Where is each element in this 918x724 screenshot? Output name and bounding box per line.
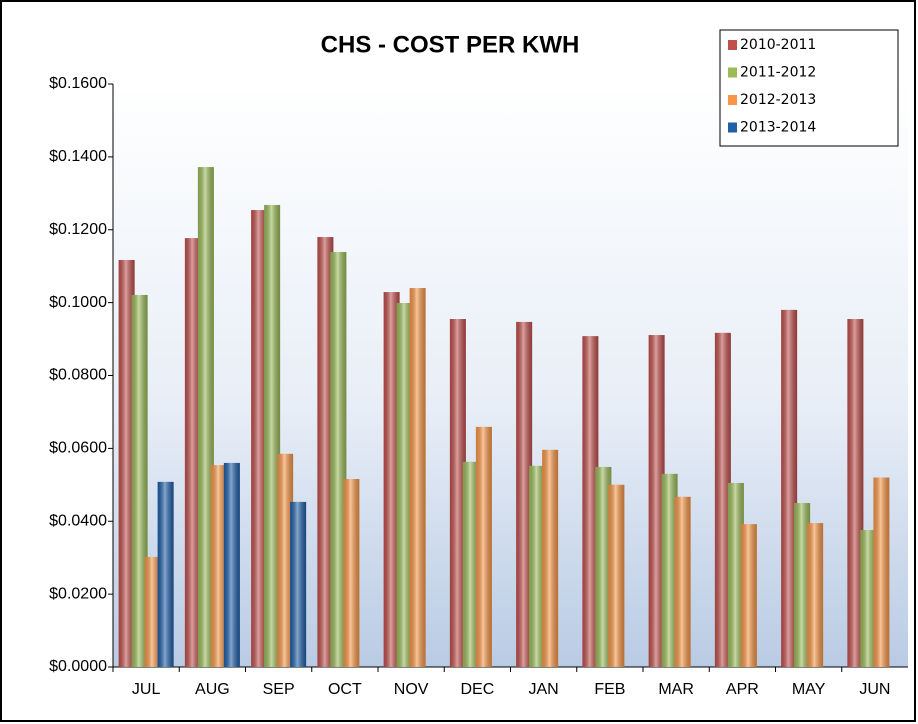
bar-shine [847, 319, 864, 667]
plot-area [113, 84, 908, 667]
legend-box [719, 29, 899, 147]
bar-shine [529, 465, 546, 667]
bar-shine [475, 426, 492, 667]
legend-swatch [728, 67, 737, 78]
legend-label: 2012-2013 [740, 92, 816, 108]
bar-shine [131, 294, 148, 667]
bar-shine [343, 478, 360, 667]
y-tick-label: $0.1000 [49, 294, 107, 311]
legend-label: 2013-2014 [740, 120, 816, 136]
bar-shine [860, 529, 877, 667]
legend-label: 2011-2012 [740, 65, 816, 81]
bar-shine [277, 453, 294, 667]
bar-shine [714, 332, 731, 667]
bar-shine [674, 496, 691, 667]
bar-shine [396, 302, 413, 667]
x-tick-label: JUL [132, 681, 161, 698]
bar-shine [582, 336, 599, 667]
bar-shine [144, 556, 161, 667]
legend-swatch [728, 122, 737, 133]
bar-shine [383, 292, 400, 667]
bar-shine [873, 477, 890, 667]
bar-shine [595, 466, 612, 667]
bar-shine [184, 238, 201, 668]
bar-shine [740, 524, 757, 667]
x-tick-label: FEB [594, 681, 625, 698]
bar-shine [223, 462, 240, 667]
bar-shine [264, 204, 281, 667]
x-tick-label: AUG [195, 681, 230, 698]
y-tick-label: $0.0800 [49, 367, 107, 384]
y-tick-label: $0.0200 [49, 585, 107, 602]
x-tick-label: NOV [394, 681, 429, 698]
y-tick-label: $0.0000 [49, 658, 107, 675]
bar-shine [661, 473, 678, 667]
bar-shine [542, 449, 559, 667]
chart-title: CHS - COST PER KWH [321, 31, 580, 58]
bar-shine [807, 523, 824, 667]
legend-swatch [728, 40, 737, 50]
bar-shine [330, 251, 347, 667]
bar-shine [648, 335, 665, 667]
bar-shine [317, 237, 334, 667]
bar-shine [290, 501, 307, 667]
legend-label: 2010-2011 [740, 37, 816, 53]
bar-shine [157, 481, 174, 667]
bar-shine [462, 461, 479, 667]
bar-shine [251, 210, 268, 668]
bar-shine [210, 465, 227, 667]
bar-shine [727, 482, 744, 667]
bar-shine [516, 321, 533, 667]
legend-swatch [728, 95, 737, 105]
bar-shine [794, 503, 811, 667]
bar-shine [197, 167, 214, 667]
bar-shine [118, 259, 135, 667]
x-tick-label: JUN [859, 681, 890, 698]
x-tick-label: SEP [263, 681, 295, 698]
y-tick-label: $0.1200 [49, 221, 107, 238]
y-tick-label: $0.1600 [49, 75, 107, 92]
y-tick-label: $0.0400 [49, 512, 107, 529]
y-tick-label: $0.0600 [49, 440, 107, 457]
x-tick-label: MAR [658, 681, 694, 698]
bar-shine [409, 288, 426, 667]
bar-shine [449, 319, 466, 667]
y-tick-label: $0.1400 [49, 148, 107, 165]
x-tick-label: APR [726, 681, 759, 698]
x-tick-label: JAN [529, 681, 559, 698]
x-tick-label: MAY [792, 681, 826, 698]
bar-shine [781, 309, 798, 667]
x-tick-label: OCT [328, 681, 362, 698]
bar-shine [608, 484, 625, 667]
x-tick-label: DEC [460, 681, 494, 698]
